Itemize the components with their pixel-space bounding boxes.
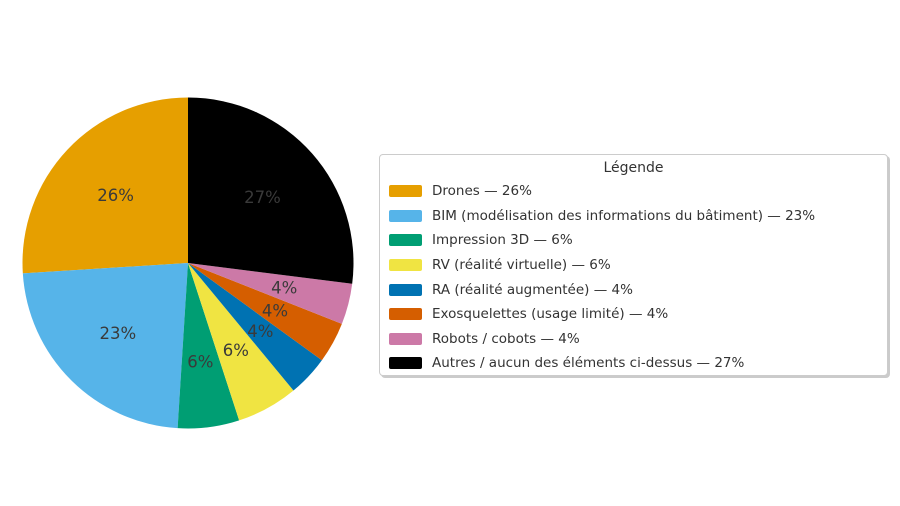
legend-item-6: Robots / cobots — 4% (388, 327, 879, 352)
legend-item-1: BIM (modélisation des informations du bâ… (388, 204, 879, 229)
legend-swatch-2 (389, 234, 422, 247)
legend-items: Drones — 26% BIM (modélisation des inform… (388, 179, 879, 376)
legend-swatch-1 (389, 209, 422, 222)
pie-slice-1 (22, 263, 188, 429)
legend-swatch-4 (389, 283, 422, 296)
pie-slice-7 (188, 97, 354, 284)
legend-item-0: Drones — 26% (388, 179, 879, 204)
legend-item-label-3: RV (réalité virtuelle) — 6% (432, 257, 611, 274)
legend-item-label-1: BIM (modélisation des informations du bâ… (432, 207, 816, 224)
legend-item-label-6: Robots / cobots — 4% (432, 330, 580, 347)
pie-pct-label-6: 4% (271, 279, 297, 298)
legend-item-label-7: Autres / aucun des éléments ci-dessus — … (432, 355, 745, 372)
legend-item-4: RA (réalité augmentée) — 4% (388, 277, 879, 302)
pie-pct-label-1: 23% (99, 324, 136, 343)
pie-pct-label-4: 4% (247, 322, 273, 341)
legend-item-5: Exosquelettes (usage limité) — 4% (388, 302, 879, 327)
pie-pct-label-7: 27% (244, 188, 281, 207)
legend-item-label-5: Exosquelettes (usage limité) — 4% (432, 306, 669, 323)
legend-title: Légende (603, 160, 664, 176)
legend-item-7: Autres / aucun des éléments ci-dessus — … (388, 351, 879, 376)
legend-item-label-0: Drones — 26% (432, 183, 532, 200)
legend-item-2: Impression 3D — 6% (388, 228, 879, 253)
legend-swatch-5 (389, 308, 422, 321)
pie-slice-2 (177, 263, 240, 429)
legend: Légende Drones — 26% BIM (modélisation de… (379, 154, 888, 376)
pie-pct-label-3: 6% (223, 341, 249, 360)
pie-pct-label-0: 26% (97, 186, 134, 205)
legend-swatch-0 (389, 185, 422, 198)
pie-pct-label-2: 6% (187, 352, 213, 371)
pie-slice-5 (188, 263, 342, 361)
pie-slice-4 (188, 263, 322, 391)
legend-swatch-6 (389, 332, 422, 345)
legend-item-label-4: RA (réalité augmentée) — 4% (432, 281, 633, 298)
pie-slice-3 (188, 263, 294, 421)
legend-swatch-7 (389, 357, 422, 370)
pie-pct-label-5: 4% (262, 302, 288, 321)
legend-item-label-2: Impression 3D — 6% (432, 232, 573, 249)
pie-slice-0 (22, 97, 189, 274)
pie-slice-6 (188, 263, 353, 324)
legend-swatch-3 (389, 259, 422, 272)
legend-item-3: RV (réalité virtuelle) — 6% (388, 253, 879, 278)
